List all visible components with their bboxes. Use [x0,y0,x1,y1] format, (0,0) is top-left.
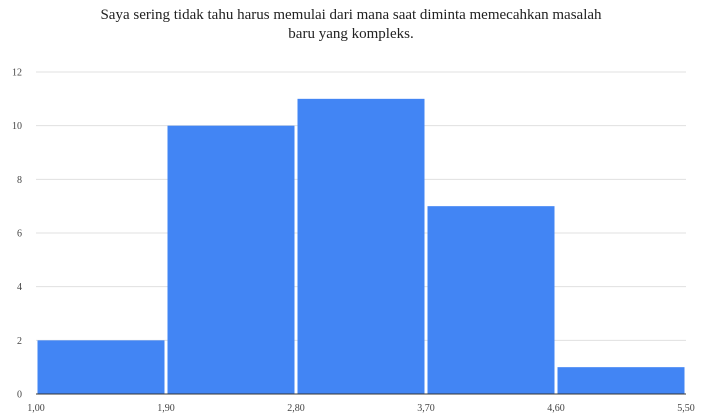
chart-title-line-2: baru yang kompleks. [288,26,414,42]
histogram-bar-0 [37,340,165,394]
y-tick-label-2: 2 [17,336,22,347]
x-tick-label-0: 1,00 [27,403,45,414]
y-tick-label-6: 6 [17,229,22,240]
y-tick-label-0: 0 [17,390,22,401]
chart-title-line-1: Saya sering tidak tahu harus memulai dar… [100,7,602,23]
histogram-bar-1 [167,125,295,395]
x-tick-label-5: 5,50 [677,403,695,414]
histogram-bar-2 [297,98,425,394]
y-tick-label-4: 4 [17,282,22,293]
histogram-bar-3 [427,206,555,394]
chart-title: Saya sering tidak tahu harus memulai dar… [0,6,702,44]
y-tick-label-10: 10 [12,121,22,132]
y-tick-label-12: 12 [12,68,22,79]
histogram-bar-4 [557,367,685,394]
x-tick-label-2: 2,80 [287,403,305,414]
x-tick-label-1: 1,90 [157,403,175,414]
y-tick-label-8: 8 [17,175,22,186]
x-tick-label-4: 4,60 [547,403,565,414]
x-tick-label-3: 3,70 [417,403,435,414]
